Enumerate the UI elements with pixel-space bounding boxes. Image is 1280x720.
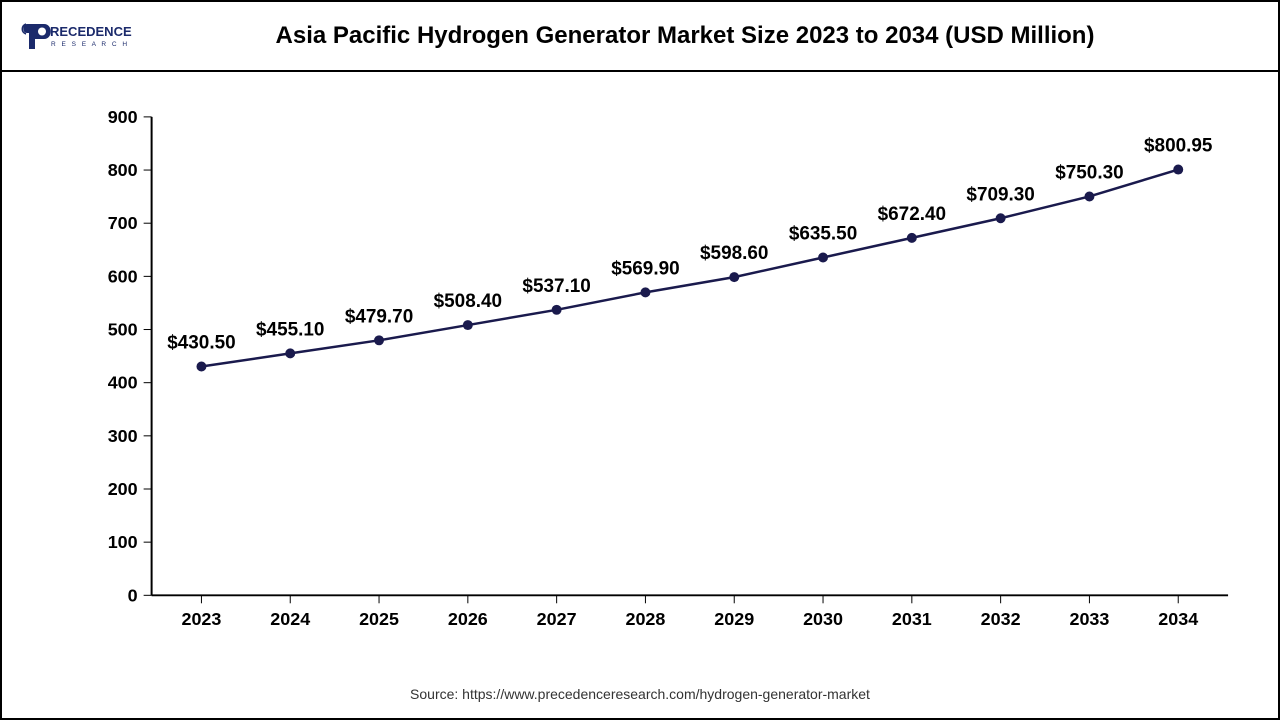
x-tick-label: 2030 — [803, 609, 843, 629]
y-tick-label: 800 — [108, 160, 138, 180]
y-tick-label: 600 — [108, 266, 138, 286]
data-marker — [996, 213, 1006, 223]
data-marker — [640, 287, 650, 297]
source-row: Source: https://www.precedenceresearch.c… — [2, 680, 1278, 718]
x-tick-label: 2033 — [1069, 609, 1109, 629]
x-tick-label: 2024 — [270, 609, 310, 629]
data-marker — [729, 272, 739, 282]
logo-text-bottom: R E S E A R C H — [51, 41, 129, 48]
y-tick-label: 700 — [108, 213, 138, 233]
data-point-label: $455.10 — [256, 319, 324, 340]
precedence-logo-svg: RECEDENCE R E S E A R C H — [20, 19, 190, 54]
y-tick-label: 900 — [108, 107, 138, 127]
data-point-label: $569.90 — [611, 258, 679, 279]
data-point-label: $598.60 — [700, 243, 768, 264]
data-marker — [552, 305, 562, 315]
y-tick-label: 200 — [108, 479, 138, 499]
line-chart: 0 100 200 300 400 500 600 700 800 900 2023 2024 2025… — [32, 102, 1248, 670]
x-tick-label: 2029 — [714, 609, 754, 629]
data-marker — [374, 335, 384, 345]
data-marker — [463, 320, 473, 330]
data-point-label: $672.40 — [878, 204, 946, 225]
data-marker — [907, 233, 917, 243]
x-tick-label: 2031 — [892, 609, 932, 629]
data-point-label: $479.70 — [345, 306, 413, 327]
figure-container: RECEDENCE R E S E A R C H Asia Pacific H… — [0, 0, 1280, 720]
y-tick-label: 0 — [128, 585, 138, 605]
x-tick-label: 2025 — [359, 609, 399, 629]
source-text: Source: https://www.precedenceresearch.c… — [410, 686, 870, 702]
data-marker — [285, 348, 295, 358]
logo-text-top: RECEDENCE — [50, 24, 132, 39]
logo: RECEDENCE R E S E A R C H — [2, 19, 192, 54]
data-marker — [1173, 165, 1183, 175]
data-point-label: $537.10 — [522, 276, 590, 297]
x-tick-label: 2023 — [181, 609, 221, 629]
x-tick-label: 2034 — [1158, 609, 1198, 629]
x-tick-label: 2028 — [625, 609, 665, 629]
y-tick-label: 500 — [108, 319, 138, 339]
data-marker — [1084, 191, 1094, 201]
data-point-label: $430.50 — [167, 333, 235, 354]
x-tick-label: 2032 — [981, 609, 1021, 629]
header-row: RECEDENCE R E S E A R C H Asia Pacific H… — [2, 2, 1278, 72]
data-point-label: $635.50 — [789, 224, 857, 245]
data-point-label: $709.30 — [966, 184, 1034, 205]
data-marker — [818, 253, 828, 263]
x-tick-label: 2027 — [537, 609, 577, 629]
data-point-label: $508.40 — [434, 291, 502, 312]
y-tick-label: 100 — [108, 532, 138, 552]
x-tick-label: 2026 — [448, 609, 488, 629]
chart-area: 0 100 200 300 400 500 600 700 800 900 2023 2024 2025… — [2, 72, 1278, 680]
y-tick-label: 400 — [108, 373, 138, 393]
y-tick-label: 300 — [108, 426, 138, 446]
chart-title: Asia Pacific Hydrogen Generator Market S… — [192, 22, 1178, 50]
data-marker — [196, 361, 206, 371]
data-point-label: $800.95 — [1144, 136, 1212, 157]
title-wrap: Asia Pacific Hydrogen Generator Market S… — [192, 22, 1278, 50]
data-point-label: $750.30 — [1055, 163, 1123, 184]
